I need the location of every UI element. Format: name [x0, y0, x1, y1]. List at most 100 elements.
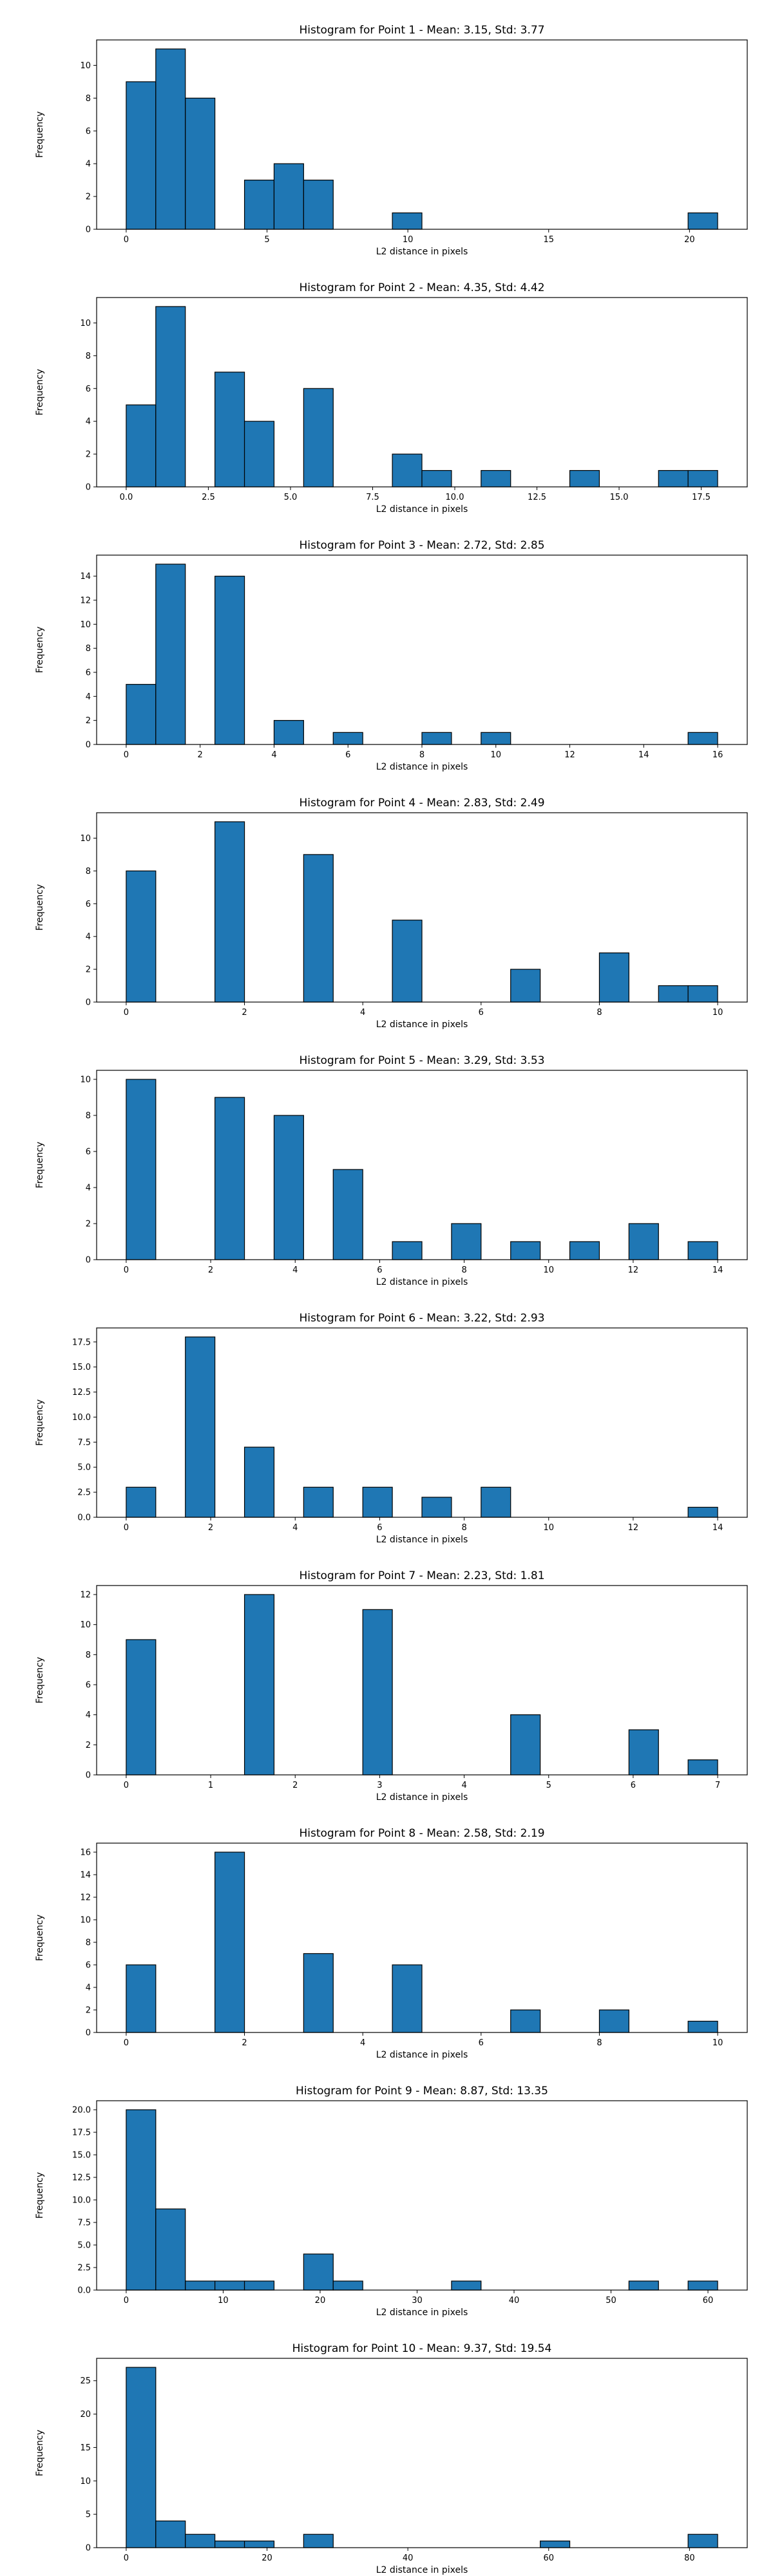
- x-axis-label: L2 distance in pixels: [376, 504, 468, 515]
- x-tick-label: 20: [262, 2553, 272, 2563]
- chart-title: Histogram for Point 6 - Mean: 3.22, Std:…: [299, 1312, 544, 1325]
- y-tick-label: 4: [86, 417, 91, 427]
- bar: [392, 920, 423, 1003]
- y-tick-label: 10: [80, 1075, 91, 1085]
- x-tick-label: 2: [208, 1265, 213, 1275]
- y-tick-label: 20: [80, 2410, 91, 2420]
- y-tick-label: 8: [86, 94, 91, 104]
- x-tick-label: 2.5: [202, 493, 215, 502]
- y-tick-label: 7.5: [77, 2219, 91, 2228]
- bar: [481, 1486, 511, 1518]
- x-tick-label: 2: [242, 2038, 247, 2048]
- y-tick-label: 0: [86, 741, 91, 750]
- x-tick-label: 10: [490, 750, 501, 760]
- bar: [451, 2280, 482, 2291]
- axes-frame: [96, 812, 748, 1003]
- y-tick-label: 14: [80, 1871, 91, 1880]
- y-axis-label: Frequency: [35, 1399, 45, 1446]
- axes-frame: [96, 1327, 748, 1518]
- bar: [510, 1241, 541, 1260]
- bar: [481, 732, 511, 745]
- x-tick-label: 0: [124, 2296, 129, 2306]
- bars: [126, 48, 718, 230]
- bar: [392, 212, 423, 230]
- bar: [687, 469, 718, 488]
- x-tick-label: 10: [543, 1265, 554, 1275]
- bar: [243, 1594, 275, 1776]
- x-tick-label: 8: [461, 1523, 466, 1533]
- x-tick-label: 6: [479, 1008, 484, 1018]
- x-tick-label: 6: [631, 1781, 636, 1790]
- y-tick-label: 7.5: [77, 1438, 91, 1448]
- x-tick-label: 0: [124, 1265, 129, 1275]
- chart-title: Histogram for Point 3 - Mean: 2.72, Std:…: [299, 539, 544, 552]
- x-tick-label: 5.0: [284, 493, 298, 502]
- bar: [215, 1097, 245, 1260]
- x-tick-label: 10: [712, 1008, 723, 1018]
- y-axis-label: Frequency: [35, 627, 45, 673]
- y-tick-label: 2: [86, 965, 91, 975]
- x-tick-label: 10: [543, 1523, 554, 1533]
- bar: [215, 1852, 245, 2033]
- y-tick-label: 5.0: [77, 2241, 91, 2251]
- axes-frame: [96, 1585, 748, 1776]
- x-tick-label: 4: [360, 1008, 365, 1018]
- x-tick-label: 40: [403, 2553, 414, 2563]
- y-tick-label: 2: [86, 1741, 91, 1750]
- x-tick-label: 50: [606, 2296, 616, 2306]
- x-tick-label: 10: [712, 2038, 723, 2048]
- y-tick-label: 2: [86, 1220, 91, 1229]
- axes-frame: [96, 554, 748, 745]
- x-tick-label: 6: [479, 2038, 484, 2048]
- bar: [421, 1497, 452, 1518]
- chart-title: Histogram for Point 1 - Mean: 3.15, Std:…: [299, 24, 544, 37]
- y-tick-label: 14: [80, 572, 91, 582]
- y-tick-label: 8: [86, 1112, 91, 1121]
- x-tick-label: 3: [377, 1781, 382, 1790]
- x-tick-label: 10.0: [446, 493, 464, 502]
- y-tick-label: 6: [86, 1148, 91, 1157]
- bar: [687, 732, 718, 745]
- bar: [569, 469, 600, 488]
- bar: [155, 564, 186, 745]
- bar: [332, 732, 363, 745]
- y-axis-label: Frequency: [35, 1657, 45, 1703]
- chart-6: Histogram for Point 6 - Mean: 3.22, Std:…: [35, 1312, 748, 1545]
- x-tick-label: 0: [124, 1781, 129, 1790]
- x-tick-label: 6: [345, 750, 350, 760]
- chart-3: Histogram for Point 3 - Mean: 2.72, Std:…: [35, 539, 748, 772]
- y-tick-label: 10: [80, 1916, 91, 1926]
- x-axis-label: L2 distance in pixels: [376, 1535, 468, 1545]
- x-tick-label: 8: [461, 1265, 466, 1275]
- x-tick-label: 30: [412, 2296, 423, 2306]
- y-tick-label: 8: [86, 1651, 91, 1660]
- x-axis-label: L2 distance in pixels: [376, 1277, 468, 1287]
- y-tick-label: 12: [80, 1591, 91, 1600]
- bar: [273, 163, 304, 230]
- chart-title: Histogram for Point 7 - Mean: 2.23, Std:…: [299, 1569, 544, 1582]
- x-tick-label: 4: [292, 1523, 298, 1533]
- bar: [126, 684, 157, 745]
- x-tick-label: 15: [543, 235, 554, 245]
- bar: [392, 1241, 423, 1260]
- y-tick-label: 0: [86, 998, 91, 1008]
- bars: [126, 2109, 718, 2291]
- y-axis-label: Frequency: [35, 1915, 45, 1961]
- y-tick-label: 8: [86, 352, 91, 361]
- y-tick-label: 0: [86, 2544, 91, 2553]
- bar: [303, 388, 334, 488]
- y-tick-label: 0: [86, 483, 91, 493]
- y-tick-label: 0: [86, 2029, 91, 2038]
- y-tick-label: 10: [80, 2477, 91, 2486]
- y-tick-label: 4: [86, 933, 91, 942]
- x-tick-label: 6: [377, 1265, 382, 1275]
- y-tick-label: 2: [86, 450, 91, 460]
- bar: [215, 2280, 245, 2291]
- bars: [126, 821, 718, 1003]
- bar: [687, 2280, 718, 2291]
- y-tick-label: 10.0: [72, 2196, 91, 2206]
- x-tick-label: 2: [208, 1523, 213, 1533]
- bar: [628, 2280, 659, 2291]
- bar: [540, 2541, 571, 2548]
